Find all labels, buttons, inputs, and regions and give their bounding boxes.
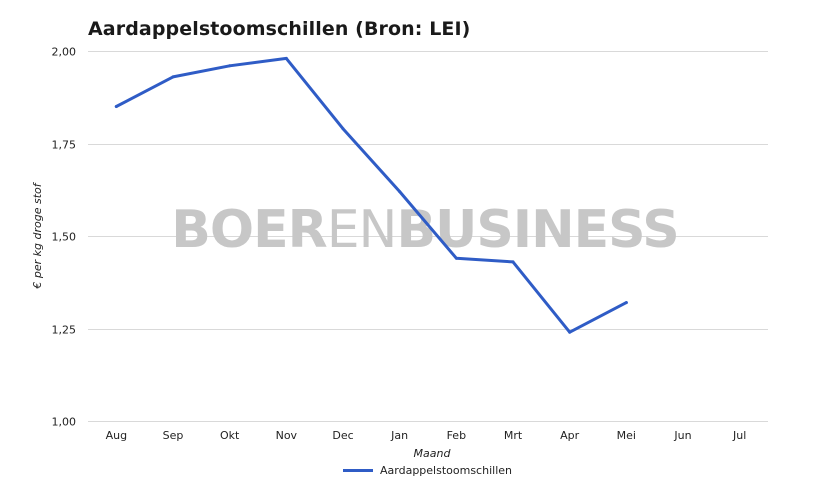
data-point[interactable] xyxy=(454,256,458,260)
x-tick-label: Sep xyxy=(163,429,184,442)
data-point[interactable] xyxy=(511,260,515,264)
data-point[interactable] xyxy=(171,75,175,79)
y-tick-label: 1,50 xyxy=(52,231,77,244)
x-tick-label: Mei xyxy=(617,429,636,442)
series-lines xyxy=(114,56,628,334)
watermark-part-en: EN xyxy=(327,200,397,260)
data-point[interactable] xyxy=(568,330,572,334)
x-tick-label: Dec xyxy=(332,429,353,442)
x-tick-label: Mrt xyxy=(504,429,523,442)
data-point[interactable] xyxy=(228,64,232,68)
x-tick-label: Aug xyxy=(106,429,127,442)
x-tick-label: Jun xyxy=(673,429,691,442)
legend[interactable]: Aardappelstoomschillen xyxy=(343,464,512,477)
x-tick-label: Feb xyxy=(447,429,466,442)
x-tick-label: Jul xyxy=(732,429,746,442)
y-tick-label: 2,00 xyxy=(52,46,77,59)
legend-label: Aardappelstoomschillen xyxy=(380,464,512,477)
x-tick-label: Nov xyxy=(276,429,298,442)
watermark-text: BOERENBUSINESS xyxy=(171,200,678,260)
y-tick-label: 1,75 xyxy=(52,139,77,152)
chart-title: Aardappelstoomschillen (Bron: LEI) xyxy=(88,18,471,40)
data-point[interactable] xyxy=(284,56,288,60)
watermark-logo: BOERENBUSINESS xyxy=(171,200,679,260)
x-axis-title: Maand xyxy=(414,447,452,460)
y-axis-ticks: 1,00 1,25 1,50 1,75 2,00 xyxy=(52,46,77,429)
y-tick-label: 1,25 xyxy=(52,324,77,337)
data-point[interactable] xyxy=(624,301,628,305)
x-tick-label: Okt xyxy=(220,429,240,442)
y-tick-label: 1,00 xyxy=(52,416,77,429)
y-axis-title: € per kg droge stof xyxy=(31,181,44,289)
data-point[interactable] xyxy=(341,127,345,131)
legend-swatch xyxy=(343,469,373,472)
data-point[interactable] xyxy=(398,190,402,194)
x-axis-ticks: Aug Sep Okt Nov Dec Jan Feb Mrt Apr Mei Jun Jul xyxy=(106,429,747,442)
x-tick-label: Apr xyxy=(560,429,580,442)
series-line[interactable] xyxy=(114,56,628,334)
watermark-part-business: BUSINESS xyxy=(396,200,678,260)
data-point[interactable] xyxy=(114,105,118,108)
gridlines xyxy=(88,51,768,422)
watermark-part-boer: BOER xyxy=(171,200,326,260)
x-tick-label: Jan xyxy=(390,429,408,442)
